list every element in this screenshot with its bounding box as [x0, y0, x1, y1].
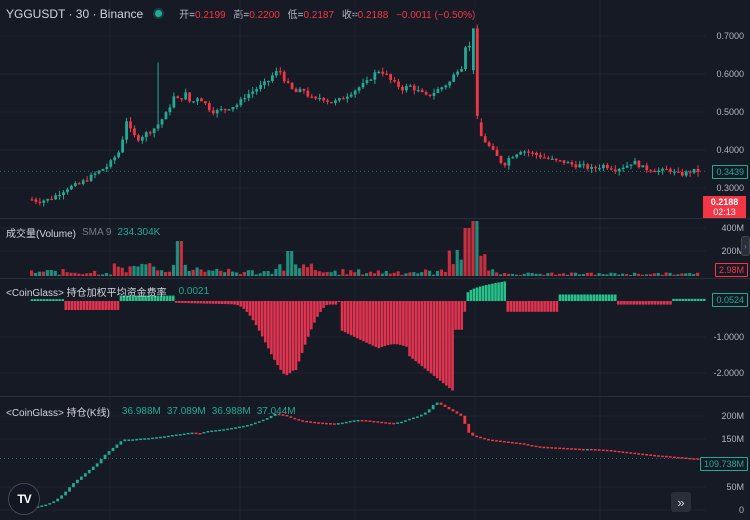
volume-title[interactable]: 成交量(Volume)	[6, 229, 77, 240]
pane-separator[interactable]	[0, 396, 750, 397]
bar-countdown: 02:13	[713, 207, 736, 217]
close-label: 收	[341, 10, 352, 21]
funding-legend: <CoinGlass> 持仓加权平均资金费率 0.0021	[6, 284, 209, 299]
funding-last-label: 0.0524	[712, 293, 748, 307]
close-value: 0.2188	[357, 10, 389, 21]
funding-tick: -2.0000	[713, 368, 744, 378]
market-status-icon	[155, 10, 163, 17]
funding-rate-pane[interactable]: <CoinGlass> 持仓加权平均资金费率 0.0021 -1.0000 -2…	[0, 279, 750, 395]
current-price-badge: 0.2188 02:13	[703, 196, 746, 219]
oi-tick: 50M	[726, 482, 744, 492]
volume-plot[interactable]	[0, 219, 706, 277]
high-label: 高	[233, 10, 244, 21]
oi-low: 36.988M	[211, 406, 251, 417]
oi-tick: 200M	[721, 411, 744, 421]
tradingview-logo-icon[interactable]: TV	[8, 483, 40, 515]
change-value: −0.0011 (−0.50%)	[396, 10, 476, 21]
oi-title[interactable]: <CoinGlass> 持仓(K线)	[6, 408, 110, 419]
funding-axis[interactable]: -1.0000 -2.0000	[706, 279, 750, 395]
funding-tick: -1.0000	[713, 332, 744, 342]
oi-close: 37.044M	[256, 406, 296, 417]
pane-separator[interactable]	[0, 218, 750, 219]
open-label: 开	[179, 10, 190, 21]
volume-legend: 成交量(Volume) SMA 9 234.304K	[6, 225, 160, 240]
oi-last-label: 109.738M	[699, 457, 748, 471]
open-value: 0.2199	[195, 10, 226, 21]
price-axis[interactable]: 0.7000 0.6000 0.5000 0.4000 0.3000	[706, 0, 750, 218]
volume-last-label: 2.98M	[714, 263, 748, 277]
price-pane[interactable]: 0.7000 0.6000 0.5000 0.4000 0.3000 0.343…	[0, 0, 750, 219]
open-interest-pane[interactable]: <CoinGlass> 持仓(K线) 36.988M 37.089M 36.98…	[0, 397, 750, 520]
last-price-label: 0.3439	[712, 165, 748, 179]
price-tick: 0.5000	[716, 107, 744, 117]
scroll-to-realtime-button[interactable]: »	[671, 492, 691, 512]
oi-high: 37.089M	[166, 406, 206, 417]
expand-pane-handle[interactable]: ›	[741, 236, 750, 256]
volume-axis[interactable]: 400M 200M	[706, 219, 750, 277]
oi-legend: <CoinGlass> 持仓(K线) 36.988M 37.089M 36.98…	[6, 404, 296, 419]
funding-value: 0.0021	[178, 286, 210, 297]
funding-plot[interactable]	[0, 279, 706, 395]
low-label: 低	[287, 10, 298, 21]
price-tick: 0.4000	[716, 145, 744, 155]
oi-plot[interactable]	[0, 397, 706, 520]
current-price-value: 0.2188	[710, 197, 739, 207]
price-plot[interactable]	[0, 0, 706, 218]
pane-separator[interactable]	[0, 278, 750, 279]
volume-tick: 400M	[721, 223, 744, 233]
oi-tick: 150M	[721, 434, 744, 444]
volume-tick: 200M	[721, 246, 744, 256]
sma-value: 234.304K	[117, 227, 161, 238]
low-value: 0.2187	[303, 10, 335, 21]
price-tick: 0.7000	[716, 31, 744, 41]
funding-title[interactable]: <CoinGlass> 持仓加权平均资金费率	[6, 288, 167, 299]
symbol-title[interactable]: YGGUSDT · 30 · Binance	[6, 6, 144, 21]
volume-pane[interactable]: 成交量(Volume) SMA 9 234.304K 400M 200M 2.9…	[0, 219, 750, 277]
oi-open: 36.988M	[121, 406, 161, 417]
price-tick: 0.3000	[716, 183, 744, 193]
oi-axis[interactable]: 200M 150M 50M 0	[706, 397, 750, 520]
high-value: 0.2200	[249, 10, 280, 21]
sma-label: SMA 9	[82, 227, 112, 238]
oi-tick: 0	[738, 505, 744, 515]
price-tick: 0.6000	[716, 69, 744, 79]
